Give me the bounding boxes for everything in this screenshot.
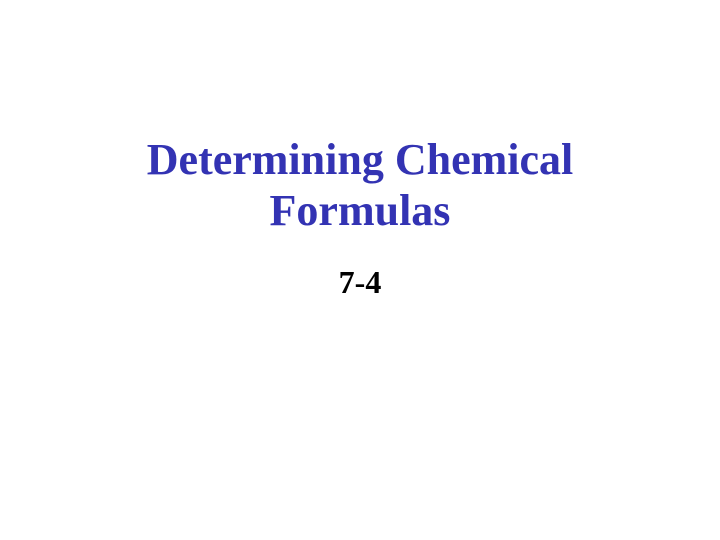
- slide-title: Determining Chemical Formulas: [147, 135, 573, 236]
- slide-subtitle: 7-4: [339, 264, 382, 301]
- title-line-2: Formulas: [270, 186, 451, 235]
- title-line-1: Determining Chemical: [147, 135, 573, 184]
- slide-container: Determining Chemical Formulas 7-4: [0, 0, 720, 540]
